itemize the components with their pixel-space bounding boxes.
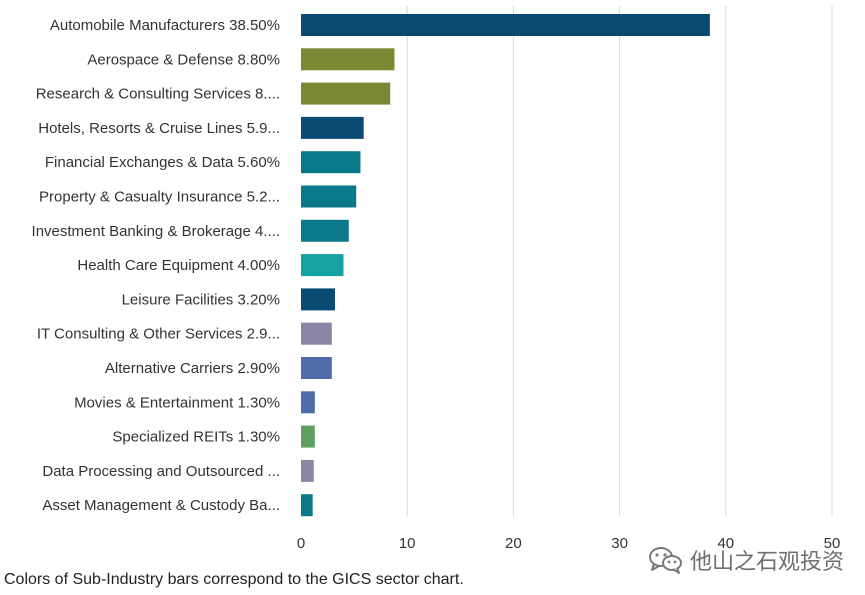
bar [301, 459, 314, 482]
category-label: Specialized REITs 1.30% [112, 429, 280, 446]
bar [301, 185, 357, 208]
bar [301, 288, 335, 311]
bar [301, 14, 710, 36]
category-label: Research & Consulting Services 8.... [36, 86, 280, 103]
category-label: Asset Management & Custody Ba... [42, 497, 280, 514]
bars [301, 14, 710, 517]
x-tick-label: 30 [611, 535, 628, 552]
bar [301, 425, 315, 448]
bar [301, 322, 332, 345]
x-axis-tick-labels: 0 10 20 30 40 50 [297, 535, 841, 552]
bar [301, 357, 332, 379]
x-tick-label: 50 [824, 535, 841, 552]
category-label: Aerospace & Defense 8.80% [87, 51, 280, 68]
bar [301, 219, 349, 242]
grid-lines [406, 6, 833, 516]
watermark: 他山之石观投资 [648, 544, 844, 576]
bar [301, 254, 344, 277]
bar [301, 116, 364, 139]
bar [301, 391, 315, 414]
bar-chart: Automobile Manufacturers 38.50% Aerospace… [32, 6, 841, 552]
x-tick-label: 20 [505, 535, 522, 552]
bar [301, 82, 391, 105]
category-label: Movies & Entertainment 1.30% [74, 394, 280, 411]
x-tick-label: 40 [717, 535, 734, 552]
category-label: Automobile Manufacturers 38.50% [50, 17, 280, 34]
wechat-icon [648, 546, 684, 574]
category-label: Investment Banking & Brokerage 4.... [32, 223, 280, 240]
x-tick-label: 0 [297, 535, 305, 552]
footnote: Colors of Sub-Industry bars correspond t… [4, 571, 464, 588]
category-label: IT Consulting & Other Services 2.9... [37, 326, 280, 343]
category-label: Alternative Carriers 2.90% [105, 360, 280, 377]
watermark-text: 他山之石观投资 [690, 550, 845, 575]
category-labels: Automobile Manufacturers 38.50% Aerospace… [32, 17, 280, 514]
bar [301, 48, 395, 71]
category-label: Financial Exchanges & Data 5.60% [45, 154, 280, 171]
bar [301, 494, 313, 517]
category-label: Data Processing and Outsourced ... [42, 463, 280, 480]
x-tick-label: 10 [399, 535, 416, 552]
category-label: Property & Casualty Insurance 5.2... [39, 189, 280, 206]
category-label: Health Care Equipment 4.00% [77, 257, 280, 274]
category-label: Hotels, Resorts & Cruise Lines 5.9... [38, 120, 280, 137]
category-label: Leisure Facilities 3.20% [122, 291, 280, 308]
bar [301, 151, 361, 174]
